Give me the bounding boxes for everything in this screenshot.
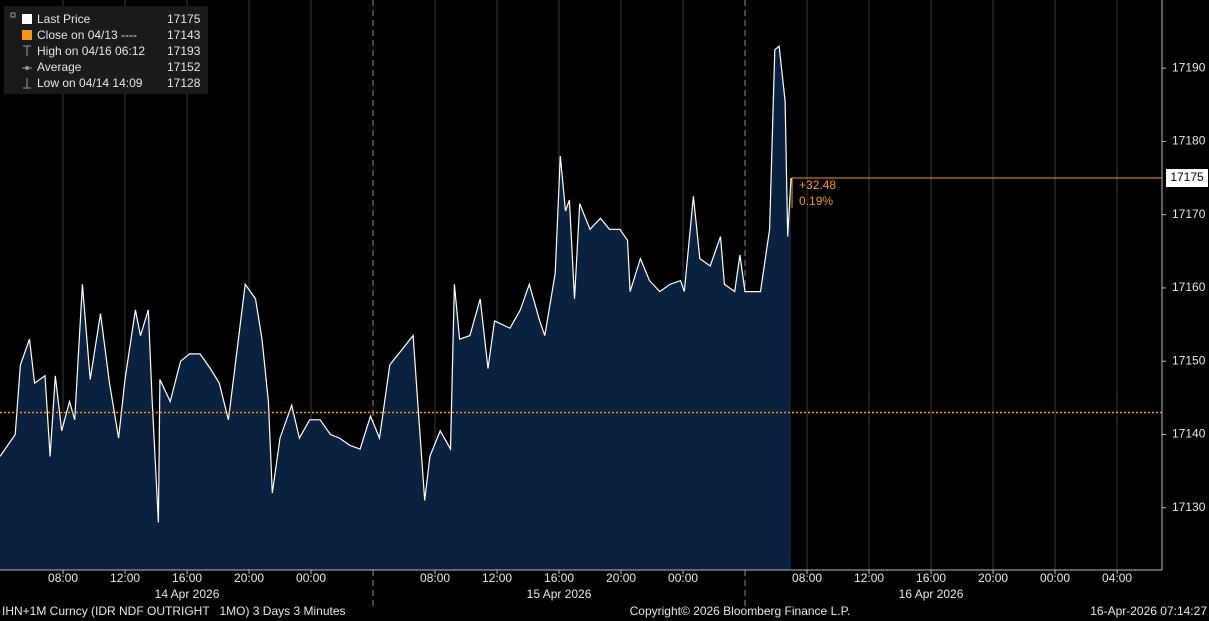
x-tick-label: 00:00 [296,571,326,585]
y-tick-label: 17150 [1172,353,1206,367]
date-label: 15 Apr 2026 [527,587,592,601]
legend-collapse [10,12,16,18]
legend-icon [22,30,32,40]
legend-value: 17175 [167,12,201,26]
x-tick-label: 00:00 [668,571,698,585]
x-tick-label: 20:00 [606,571,636,585]
last-price-tag-label: 17175 [1170,170,1204,184]
y-tick-label: 17130 [1172,500,1206,514]
legend-label: High on 04/16 06:12 [37,44,145,58]
x-tick-label: 12:00 [854,571,884,585]
plot-area [0,0,1162,610]
legend-value: 17143 [167,28,201,42]
legend-icon [22,14,32,24]
date-label: 16 Apr 2026 [899,587,964,601]
area [0,46,791,570]
legend-label: Low on 04/14 14:09 [37,76,143,90]
y-tick-label: 17180 [1172,134,1206,148]
x-tick-label: 16:00 [544,571,574,585]
footer-copyright: Copyright© 2026 Bloomberg Finance L.P. [630,604,851,618]
legend: Last Price Close on 04/13 ---- High on 0… [4,6,208,94]
y-tick-label: 17140 [1172,427,1206,441]
x-tick-label: 08:00 [48,571,78,585]
legend-label: Close on 04/13 ---- [37,28,137,42]
legend-icon [23,78,31,89]
legend-value: 17152 [167,60,201,74]
footer-security: IHN+1M Curncy (IDR NDF OUTRIGHT 1MO) 3 D… [2,604,346,618]
legend-value: 17193 [167,44,201,58]
change-pct-label: 0.19% [799,194,833,208]
x-tick-label: 08:00 [420,571,450,585]
x-tick-label: 12:00 [110,571,140,585]
y-tick-label: 17170 [1172,207,1206,221]
x-tick-label: 04:00 [1102,571,1132,585]
x-tick-label: 16:00 [916,571,946,585]
legend-icon [23,45,31,56]
legend-label: Average [37,60,82,74]
legend-label: Last Price [37,12,91,26]
last-price-tag [1166,169,1208,188]
y-tick-label: 17160 [1172,280,1206,294]
x-tick-label: 20:00 [978,571,1008,585]
y-tick-label: 17190 [1172,60,1206,74]
x-tick-label: 08:00 [792,571,822,585]
x-tick-label: 20:00 [234,571,264,585]
x-tick-label: 12:00 [482,571,512,585]
footer-timestamp: 16-Apr-2026 07:14:27 [1090,604,1207,618]
date-label: 14 Apr 2026 [155,587,220,601]
price-line [0,45,792,523]
x-tick-label: 00:00 [1040,571,1070,585]
legend-box [4,6,208,94]
x-tick-label: 16:00 [172,571,202,585]
change-label: +32.48 [799,178,836,192]
legend-icon [25,66,29,70]
legend-value: 17128 [167,76,201,90]
